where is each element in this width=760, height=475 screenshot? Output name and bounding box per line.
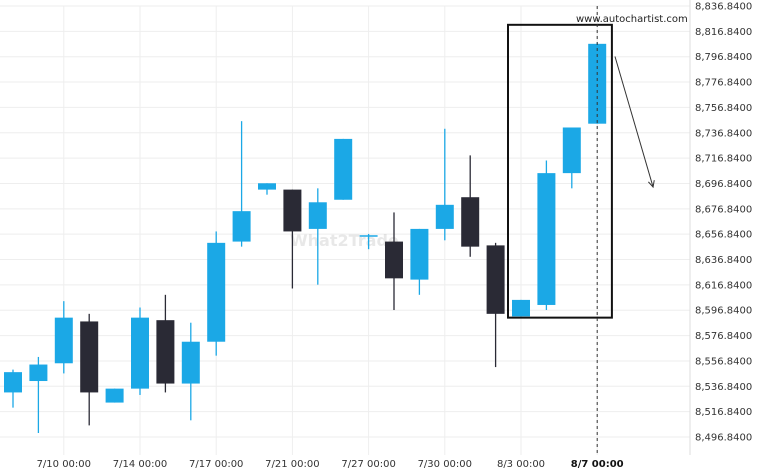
x-tick-label: 7/30 00:00 xyxy=(418,459,472,470)
candle xyxy=(283,189,302,289)
candle xyxy=(562,127,581,189)
candle-body-bullish xyxy=(131,317,149,389)
y-tick-label: 8,576.8400 xyxy=(695,331,752,342)
candle xyxy=(156,294,175,393)
candle-body-bullish xyxy=(410,228,429,280)
candle-body-bullish xyxy=(562,127,581,174)
x-tick-label: 7/21 00:00 xyxy=(265,459,319,470)
watermark-text: What2Trade xyxy=(290,231,399,250)
y-tick-label: 8,756.8400 xyxy=(695,103,752,114)
candle-body-bearish xyxy=(461,197,480,247)
y-tick-label: 8,676.8400 xyxy=(695,204,752,215)
y-tick-label: 8,716.8400 xyxy=(695,154,752,165)
candle xyxy=(80,313,99,426)
candle-body-bullish xyxy=(537,173,556,305)
x-axis: 7/10 00:00 7/14 00:00 7/17 00:00 7/21 00:00… xyxy=(37,459,624,470)
candle xyxy=(435,128,454,241)
y-tick-label: 8,636.8400 xyxy=(695,255,752,266)
candle-body-bearish xyxy=(486,245,505,314)
candle-body-bullish xyxy=(105,388,124,403)
candles xyxy=(4,42,607,433)
candle-body-bullish xyxy=(29,364,48,382)
x-tick-label: 7/14 00:00 xyxy=(113,459,167,470)
x-tick-label: 7/27 00:00 xyxy=(341,459,395,470)
candle-body-bearish xyxy=(283,189,302,232)
x-tick-label: 8/3 00:00 xyxy=(497,459,545,470)
candle xyxy=(258,183,276,195)
candle xyxy=(461,155,480,257)
candle xyxy=(486,242,505,368)
y-tick-label: 8,776.8400 xyxy=(695,78,752,89)
candle-body-bearish xyxy=(156,320,175,384)
candle xyxy=(334,138,353,200)
y-tick-label: 8,536.8400 xyxy=(695,382,752,393)
candle-body-bullish xyxy=(359,235,378,237)
candle-body-bullish xyxy=(435,204,454,229)
candle-body-bullish xyxy=(588,43,607,124)
y-tick-label: 8,816.8400 xyxy=(695,27,752,38)
candle-body-bullish xyxy=(232,211,251,242)
candle-body-bullish xyxy=(512,299,530,317)
candle-body-bullish xyxy=(258,183,276,190)
y-tick-label: 8,696.8400 xyxy=(695,179,752,190)
candle xyxy=(512,299,530,317)
y-tick-label: 8,496.8400 xyxy=(695,433,752,444)
forecast-arrow-shaft xyxy=(614,56,654,188)
candle xyxy=(131,307,149,395)
pattern-box xyxy=(507,23,613,319)
candle-body-bullish xyxy=(334,138,353,200)
candle-body-bullish xyxy=(181,341,200,384)
pattern-overlay xyxy=(507,6,655,455)
y-tick-label: 8,616.8400 xyxy=(695,280,752,291)
x-tick-label: 8/7 00:00 xyxy=(571,459,624,470)
y-tick-label: 8,656.8400 xyxy=(695,230,752,241)
candle-body-bearish xyxy=(385,241,403,279)
candle xyxy=(359,233,378,250)
candle xyxy=(29,356,48,433)
y-tick-label: 8,836.8400 xyxy=(695,2,752,13)
y-tick-label: 8,516.8400 xyxy=(695,407,752,418)
candle xyxy=(232,121,251,247)
y-tick-label: 8,556.8400 xyxy=(695,356,752,367)
candle-body-bullish xyxy=(308,202,327,229)
x-tick-label: 7/17 00:00 xyxy=(189,459,243,470)
candle xyxy=(105,388,124,403)
candle-body-bullish xyxy=(4,372,22,393)
candle-body-bullish xyxy=(207,242,226,342)
forecast-arrow-head xyxy=(648,180,655,189)
candle-body-bearish xyxy=(80,321,99,393)
site-url: www.autochartist.com xyxy=(576,14,688,25)
candle xyxy=(410,228,429,295)
y-tick-label: 8,596.8400 xyxy=(695,306,752,317)
candle xyxy=(54,301,73,374)
candle xyxy=(385,212,403,311)
candle-body-bullish xyxy=(54,317,73,364)
y-axis: 8,836.8400 8,816.8400 8,796.8400 8,776.8400… xyxy=(689,0,752,455)
y-tick-label: 8,736.8400 xyxy=(695,128,752,139)
candle xyxy=(308,188,327,285)
candle xyxy=(181,322,200,421)
candle xyxy=(207,231,226,356)
candle xyxy=(4,369,22,408)
y-tick-label: 8,796.8400 xyxy=(695,52,752,63)
x-tick-label: 7/10 00:00 xyxy=(37,459,91,470)
candle xyxy=(537,160,556,311)
